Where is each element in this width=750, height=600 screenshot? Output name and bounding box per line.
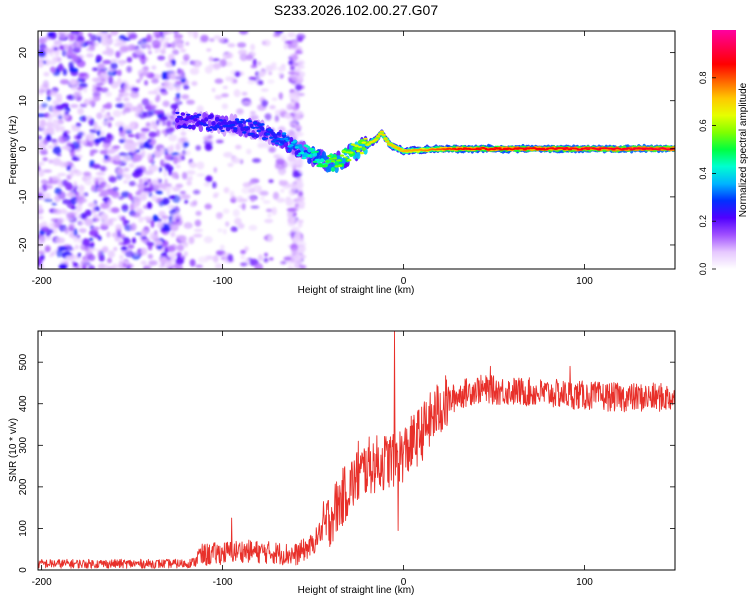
spectrogram-y-label: Frequency (Hz) [8,116,19,185]
spectrogram-y-tick-label: -10 [18,189,29,204]
colorbar-tick-label: 0.8 [698,72,708,85]
snr-x-tick-label: 100 [576,577,593,588]
snr-y-tick-label: 300 [18,437,29,454]
snr-x-tick-label: -200 [32,577,52,588]
spectrogram-x-tick-label: -100 [213,276,233,287]
spectrogram-x-label: Height of straight line (km) [298,285,415,296]
colorbar-tick-label: 0.2 [698,215,708,228]
snr-y-tick-label: 100 [18,520,29,537]
spectrogram-x-tick-label: 0 [401,276,407,287]
snr-panel: -200 -100 0 100 0 100 200 300 400 500 Height of … [8,330,676,596]
chart-title: S233.2026.102.00.27.G07 [274,2,438,18]
colorbar-ticks: 0.0 0.2 0.4 0.6 0.8 [698,72,716,276]
snr-y-tick-label: 400 [18,395,29,412]
colorbar-label: Normalized spectral amplitude [738,82,749,217]
spectrogram-x-axis: -200 -100 0 100 [32,31,593,287]
colorbar-tick-label: 0.0 [698,263,708,276]
snr-x-axis: -200 -100 0 100 [32,331,593,588]
snr-frame [37,330,676,571]
snr-y-label: SNR (10 * v/v) [8,418,19,482]
spectrogram-x-tick-label: -200 [32,276,52,287]
spectrogram-y-tick-label: 10 [18,95,29,107]
colorbar-gradient [712,30,736,269]
snr-plot-area [38,331,675,570]
snr-y-tick-label: 500 [18,353,29,370]
spectrogram-y-tick-label: 20 [18,47,29,59]
spectrogram-y-tick-label: 0 [18,146,29,152]
spectrogram-x-tick-label: 100 [576,276,593,287]
snr-series-line [38,331,675,569]
colorbar-tick-label: 0.4 [698,167,708,180]
snr-y-tick-label: 0 [18,567,29,573]
spectrogram-frame [37,30,676,270]
snr-x-tick-label: -100 [213,577,233,588]
snr-y-axis: 0 100 200 300 400 500 [18,353,675,573]
spectrogram-y-tick-label: -20 [18,237,29,252]
colorbar: 0.0 0.2 0.4 0.6 0.8 Normalized spectral ampl… [698,30,749,275]
snr-x-tick-label: 0 [401,577,407,588]
spectrogram-heatmap [38,31,675,269]
snr-x-label: Height of straight line (km) [298,585,415,596]
colorbar-tick-label: 0.6 [698,119,708,132]
snr-y-tick-label: 200 [18,478,29,495]
spectrogram-y-axis: -20 -10 0 10 20 [18,47,675,252]
